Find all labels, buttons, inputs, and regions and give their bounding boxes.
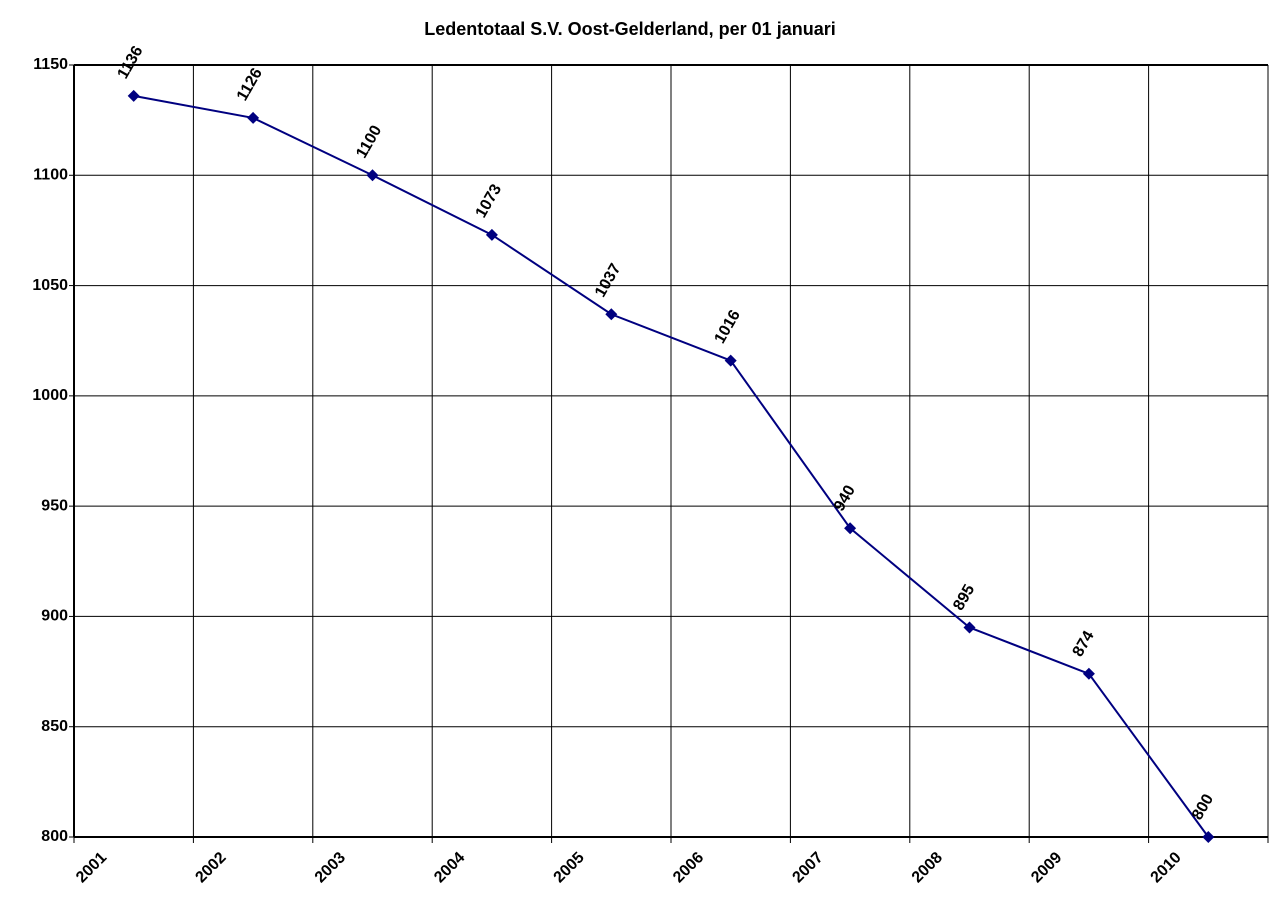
x-tick-label: 2007 [789,849,826,886]
x-tick-label: 2009 [1028,849,1065,886]
data-label: 1016 [711,307,744,346]
y-tick-label: 850 [41,718,68,735]
data-label: 1136 [114,43,146,82]
y-tick-label: 800 [41,828,68,845]
x-tick-label: 2005 [551,849,588,886]
chart-title: Ledentotaal S.V. Oost-Gelderland, per 01… [424,19,835,39]
marker [963,621,976,634]
marker [247,111,260,124]
y-tick-label: 950 [41,497,68,514]
data-label: 1100 [353,123,385,162]
x-tick-label: 2002 [192,849,229,886]
data-label: 1037 [592,261,625,300]
x-tick-label: 2006 [670,849,707,886]
data-label: 895 [950,582,978,614]
line-series [133,94,1210,838]
x-tick-label: 2003 [312,849,349,886]
marker [1082,667,1095,680]
y-tick-label: 1050 [32,277,68,294]
marker [844,522,857,535]
marker [127,89,140,102]
marker [366,169,379,182]
y-tick-label: 1150 [33,56,68,73]
marker [605,308,618,321]
data-label: 874 [1070,628,1098,660]
y-tick-label: 1000 [32,387,68,404]
data-label: 1073 [473,181,506,220]
data-label: 800 [1189,791,1217,823]
data-label: 940 [831,482,859,514]
x-tick-label: 2008 [909,849,946,886]
x-tick-label: 2001 [73,849,110,886]
y-tick-label: 1100 [33,167,68,184]
data-label: 1126 [234,65,266,104]
marker [724,354,737,367]
marker [485,228,498,241]
x-tick-label: 2004 [431,849,468,886]
x-tick-label: 2010 [1148,849,1185,886]
y-tick-label: 900 [41,608,68,625]
marker [1202,831,1215,843]
